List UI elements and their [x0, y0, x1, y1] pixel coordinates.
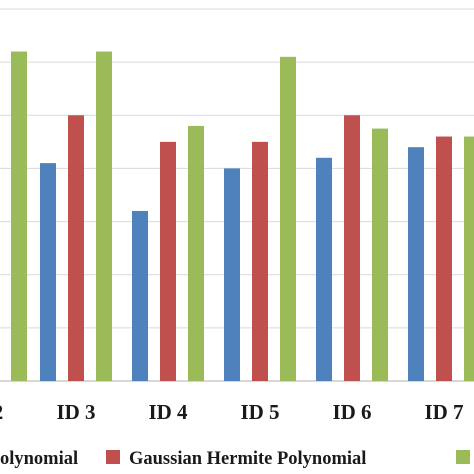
bar-polynomial-id-3: [40, 163, 56, 381]
x-tick-label: ID 7: [424, 400, 463, 424]
legend: olynomial Gaussian Hermite Polynomial: [0, 449, 470, 469]
x-tick-labels: 2 ID 3 ID 4 ID 5 ID 6 ID 7: [0, 400, 464, 424]
legend-label: olynomial: [0, 449, 78, 469]
bar-gaussian-hermite-polynomial-id-7: [436, 136, 452, 381]
bar-gaussian-hermite-polynomial-id-4: [160, 141, 176, 381]
bar-gaussian-hermite-polynomial-id-3: [68, 115, 84, 382]
bar-series-3-id-4: [188, 125, 204, 382]
legend-swatch: [106, 450, 120, 464]
bar-series-3-id-2: [11, 51, 27, 382]
bar-series: [11, 51, 474, 382]
x-tick-label: ID 3: [56, 400, 95, 424]
bar-series-3-id-6: [372, 128, 388, 381]
x-tick-label: ID 4: [148, 400, 188, 424]
bar-polynomial-id-6: [316, 157, 332, 381]
x-tick-label: ID 5: [240, 400, 279, 424]
legend-label: Gaussian Hermite Polynomial: [129, 449, 366, 469]
legend-swatch: [456, 450, 470, 464]
x-tick-label: ID 6: [332, 400, 371, 424]
bar-series-3-id-7: [464, 136, 474, 381]
bar-polynomial-id-5: [224, 168, 240, 381]
bar-polynomial-id-7: [408, 147, 424, 381]
bar-series-3-id-5: [280, 56, 296, 381]
bar-gaussian-hermite-polynomial-id-5: [252, 141, 268, 381]
x-tick-label: 2: [0, 400, 3, 424]
bar-series-3-id-3: [96, 51, 112, 382]
bar-gaussian-hermite-polynomial-id-6: [344, 115, 360, 382]
bar-polynomial-id-4: [132, 210, 148, 381]
